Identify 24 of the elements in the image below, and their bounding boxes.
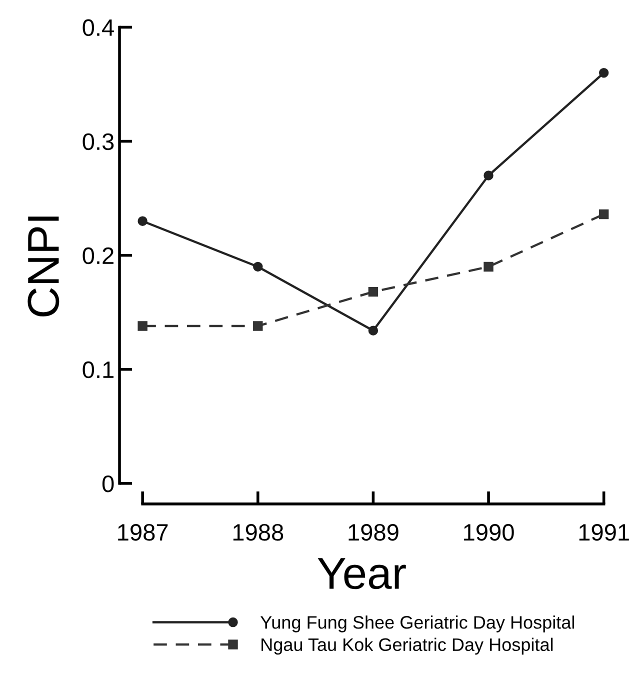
point <box>598 209 609 220</box>
x-tick-label: 1987 <box>118 524 168 541</box>
legend-label: Yung Fung Shee Geriatric Day Hospital <box>260 616 574 632</box>
y-tick-label: 0.4 <box>82 19 114 36</box>
point <box>253 262 263 272</box>
y-axis-title: CNPI <box>28 216 60 316</box>
x-tick-label: 1989 <box>348 524 398 541</box>
y-tick-label: 0.2 <box>82 247 114 264</box>
x-axis-title: Year <box>318 558 406 590</box>
legend-label: Ngau Tau Kok Geriatric Day Hospital <box>262 638 553 655</box>
point <box>368 286 378 297</box>
point <box>368 326 378 336</box>
x-tick-label: 1991 <box>579 524 629 541</box>
x-tick-label: 1990 <box>464 524 514 541</box>
y-tick-label: 0 <box>102 475 114 492</box>
y-tick-label: 0.1 <box>82 361 114 378</box>
point <box>138 216 148 226</box>
point <box>598 68 609 78</box>
point <box>253 321 263 331</box>
point <box>484 262 494 272</box>
point <box>138 321 148 331</box>
y-tick-label: 0.3 <box>82 133 114 150</box>
point <box>484 170 494 180</box>
x-tick-label: 1988 <box>233 524 284 541</box>
